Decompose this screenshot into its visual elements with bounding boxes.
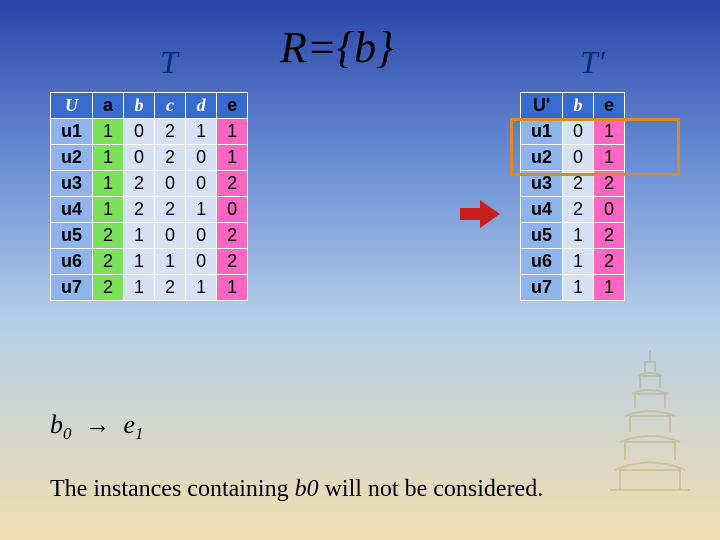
table-row: u721211 (51, 275, 248, 301)
table-cell: u7 (51, 275, 93, 301)
table-cell: 1 (93, 145, 124, 171)
table-cell: 0 (155, 171, 186, 197)
table-cell: u3 (51, 171, 93, 197)
col-header: b (563, 93, 594, 119)
col-header: e (217, 93, 248, 119)
caption-text: The instances containing b0 will not be … (50, 476, 543, 503)
table-cell: 1 (93, 171, 124, 197)
table-cell: 1 (217, 119, 248, 145)
highlight-box (510, 118, 680, 176)
table-cell: u1 (51, 119, 93, 145)
arrow-icon (460, 200, 500, 228)
col-header: U (51, 93, 93, 119)
table-cell: 2 (124, 171, 155, 197)
table-cell: 2 (155, 145, 186, 171)
rule-lhs-sub: 0 (63, 424, 71, 443)
table-cell: 1 (124, 275, 155, 301)
label-R: R={b} (280, 22, 394, 73)
table-cell: 1 (594, 275, 625, 301)
table-cell: 1 (93, 197, 124, 223)
col-header: U' (521, 93, 563, 119)
table-cell: 1 (93, 119, 124, 145)
table-cell: 1 (186, 197, 217, 223)
table-row: u521002 (51, 223, 248, 249)
table-cell: u5 (521, 223, 563, 249)
table-cell: 1 (124, 223, 155, 249)
table-row: u621102 (51, 249, 248, 275)
table-row: u711 (521, 275, 625, 301)
table-cell: 0 (186, 249, 217, 275)
table-cell: 0 (594, 197, 625, 223)
label-Tprime: T' (580, 44, 605, 81)
table-cell: 1 (217, 275, 248, 301)
table-cell: 0 (124, 119, 155, 145)
col-header: e (594, 93, 625, 119)
rule-expression: b0 → e1 (50, 410, 143, 444)
table-cell: 2 (155, 275, 186, 301)
table-row: u512 (521, 223, 625, 249)
table-cell: 2 (217, 223, 248, 249)
table-cell: 2 (217, 249, 248, 275)
table-T: Uabcdeu110211u210201u312002u412210u52100… (50, 92, 248, 301)
table-cell: u4 (51, 197, 93, 223)
table-cell: 1 (563, 249, 594, 275)
label-T: T (160, 44, 178, 81)
rule-lhs-var: b (50, 410, 63, 439)
rule-rhs-var: e (123, 410, 135, 439)
table-cell: 2 (155, 197, 186, 223)
table-cell: 2 (594, 249, 625, 275)
table-cell: 2 (93, 249, 124, 275)
table-cell: 0 (186, 171, 217, 197)
table-cell: 0 (217, 197, 248, 223)
table-cell: 2 (93, 223, 124, 249)
table-row: u612 (521, 249, 625, 275)
table-cell: u7 (521, 275, 563, 301)
slide-stage: T R={b} T' Uabcdeu110211u210201u312002u4… (0, 0, 720, 540)
table-cell: 2 (124, 197, 155, 223)
pagoda-decoration (590, 300, 710, 500)
table-cell: u6 (51, 249, 93, 275)
table-cell: 0 (186, 145, 217, 171)
table-cell: u4 (521, 197, 563, 223)
table-row: u110211 (51, 119, 248, 145)
col-header: a (93, 93, 124, 119)
col-header: d (186, 93, 217, 119)
table-cell: 1 (124, 249, 155, 275)
table-cell: 1 (186, 275, 217, 301)
table-cell: 2 (93, 275, 124, 301)
rule-rhs-sub: 1 (135, 424, 143, 443)
table-cell: u6 (521, 249, 563, 275)
col-header: b (124, 93, 155, 119)
table-cell: 0 (124, 145, 155, 171)
table-cell: 1 (155, 249, 186, 275)
table-cell: u5 (51, 223, 93, 249)
table-cell: 1 (186, 119, 217, 145)
table-cell: 0 (186, 223, 217, 249)
table-row: u312002 (51, 171, 248, 197)
table-cell: u2 (51, 145, 93, 171)
table-cell: 2 (155, 119, 186, 145)
table-row: u412210 (51, 197, 248, 223)
table-cell: 1 (563, 223, 594, 249)
col-header: c (155, 93, 186, 119)
table-cell: 2 (594, 223, 625, 249)
table-cell: 0 (155, 223, 186, 249)
table-cell: 2 (217, 171, 248, 197)
table-cell: 1 (563, 275, 594, 301)
table-row: u420 (521, 197, 625, 223)
table-cell: 2 (563, 197, 594, 223)
table-row: u210201 (51, 145, 248, 171)
table-cell: 1 (217, 145, 248, 171)
